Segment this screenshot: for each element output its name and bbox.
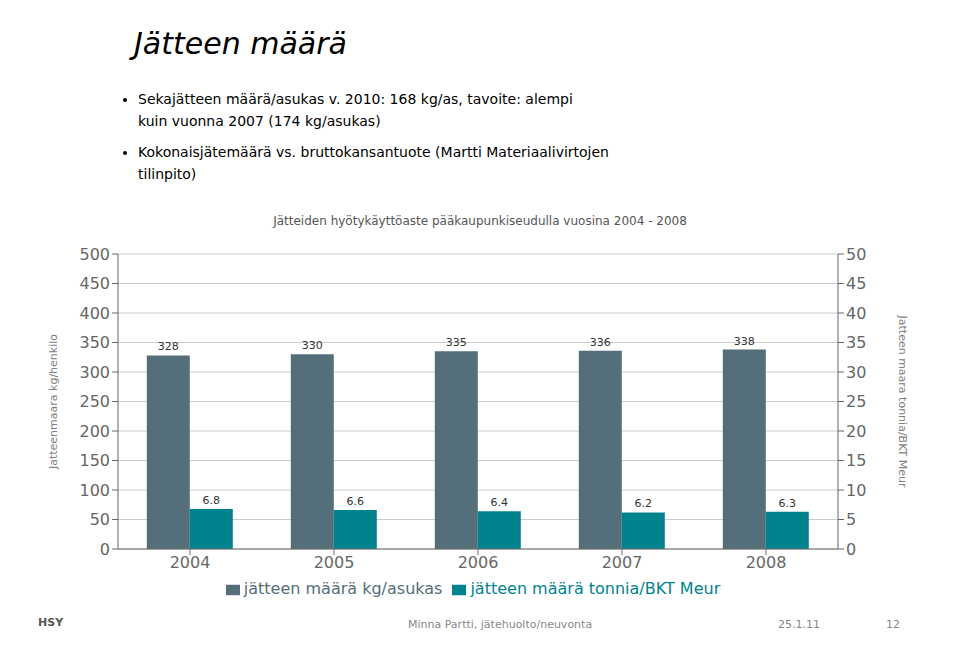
html-text:jätteen määrä kg/asukas: jätteen määrä kg/asukas xyxy=(243,579,443,598)
svg-text:2004: 2004 xyxy=(170,553,211,572)
svg-text:35: 35 xyxy=(846,333,866,352)
svg-text:50: 50 xyxy=(846,245,866,264)
html-text:Jätteen määrä: Jätteen määrä xyxy=(134,26,347,61)
html-text:jätteen määrä tonnia/BKT Meur: jätteen määrä tonnia/BKT Meur xyxy=(470,579,721,598)
svg-text:Jatteen maara tonnia/BKT Meur: Jatteen maara tonnia/BKT Meur xyxy=(896,315,909,488)
html-text:Jätteiden hyötykäyttöaste pääk: Jätteiden hyötykäyttöaste pääkaupunkiseu… xyxy=(273,214,687,228)
svg-text:350: 350 xyxy=(79,333,110,352)
svg-text:2007: 2007 xyxy=(602,553,643,572)
svg-text:2006: 2006 xyxy=(458,553,499,572)
svg-text:0: 0 xyxy=(846,540,856,559)
svg-text:10: 10 xyxy=(846,481,866,500)
svg-text:200: 200 xyxy=(79,422,110,441)
svg-text:6.4: 6.4 xyxy=(491,496,509,509)
svg-text:6.8: 6.8 xyxy=(203,494,221,507)
svg-text:2005: 2005 xyxy=(314,553,355,572)
svg-text:100: 100 xyxy=(79,481,110,500)
svg-text:500: 500 xyxy=(79,245,110,264)
svg-text:6.3: 6.3 xyxy=(779,497,797,510)
svg-text:338: 338 xyxy=(734,335,755,348)
html-text:Minna Partti, jätehuolto/neuvo: Minna Partti, jätehuolto/neuvonta xyxy=(408,618,593,631)
svg-text:450: 450 xyxy=(79,274,110,293)
svg-text:Jatteenmaara kg/henkilo: Jatteenmaara kg/henkilo xyxy=(47,334,60,470)
svg-text:30: 30 xyxy=(846,363,866,382)
svg-text:40: 40 xyxy=(846,304,866,323)
html-text:HSY: HSY xyxy=(38,616,64,629)
svg-text:328: 328 xyxy=(158,340,179,353)
svg-text:5: 5 xyxy=(846,510,856,529)
svg-text:6.6: 6.6 xyxy=(347,495,365,508)
html-text:Sekajätteen määrä/asukas v. 20: Sekajätteen määrä/asukas v. 2010: 168 kg… xyxy=(138,91,573,107)
svg-text:0: 0 xyxy=(100,540,110,559)
svg-text:45: 45 xyxy=(846,274,866,293)
html-text:12: 12 xyxy=(886,618,900,631)
svg-text:50: 50 xyxy=(90,510,110,529)
html-text:kuin vuonna 2007 (174 kg/asuka: kuin vuonna 2007 (174 kg/asukas) xyxy=(138,113,381,130)
svg-text:336: 336 xyxy=(590,336,611,349)
svg-text:400: 400 xyxy=(79,304,110,323)
svg-text:330: 330 xyxy=(302,339,323,352)
svg-text:2008: 2008 xyxy=(746,553,787,572)
svg-text:150: 150 xyxy=(79,451,110,470)
html-text:25.1.11: 25.1.11 xyxy=(778,618,820,631)
html-text:tilinpito): tilinpito) xyxy=(138,166,197,183)
svg-text:335: 335 xyxy=(446,336,467,349)
html-text:Kokonaisjätemäärä vs. bruttoka: Kokonaisjätemäärä vs. bruttokansantuote … xyxy=(138,143,609,160)
svg-text:20: 20 xyxy=(846,422,866,441)
svg-text:300: 300 xyxy=(79,363,110,382)
svg-text:6.2: 6.2 xyxy=(635,497,653,510)
svg-text:250: 250 xyxy=(79,392,110,411)
svg-text:25: 25 xyxy=(846,392,866,411)
svg-text:15: 15 xyxy=(846,451,866,470)
